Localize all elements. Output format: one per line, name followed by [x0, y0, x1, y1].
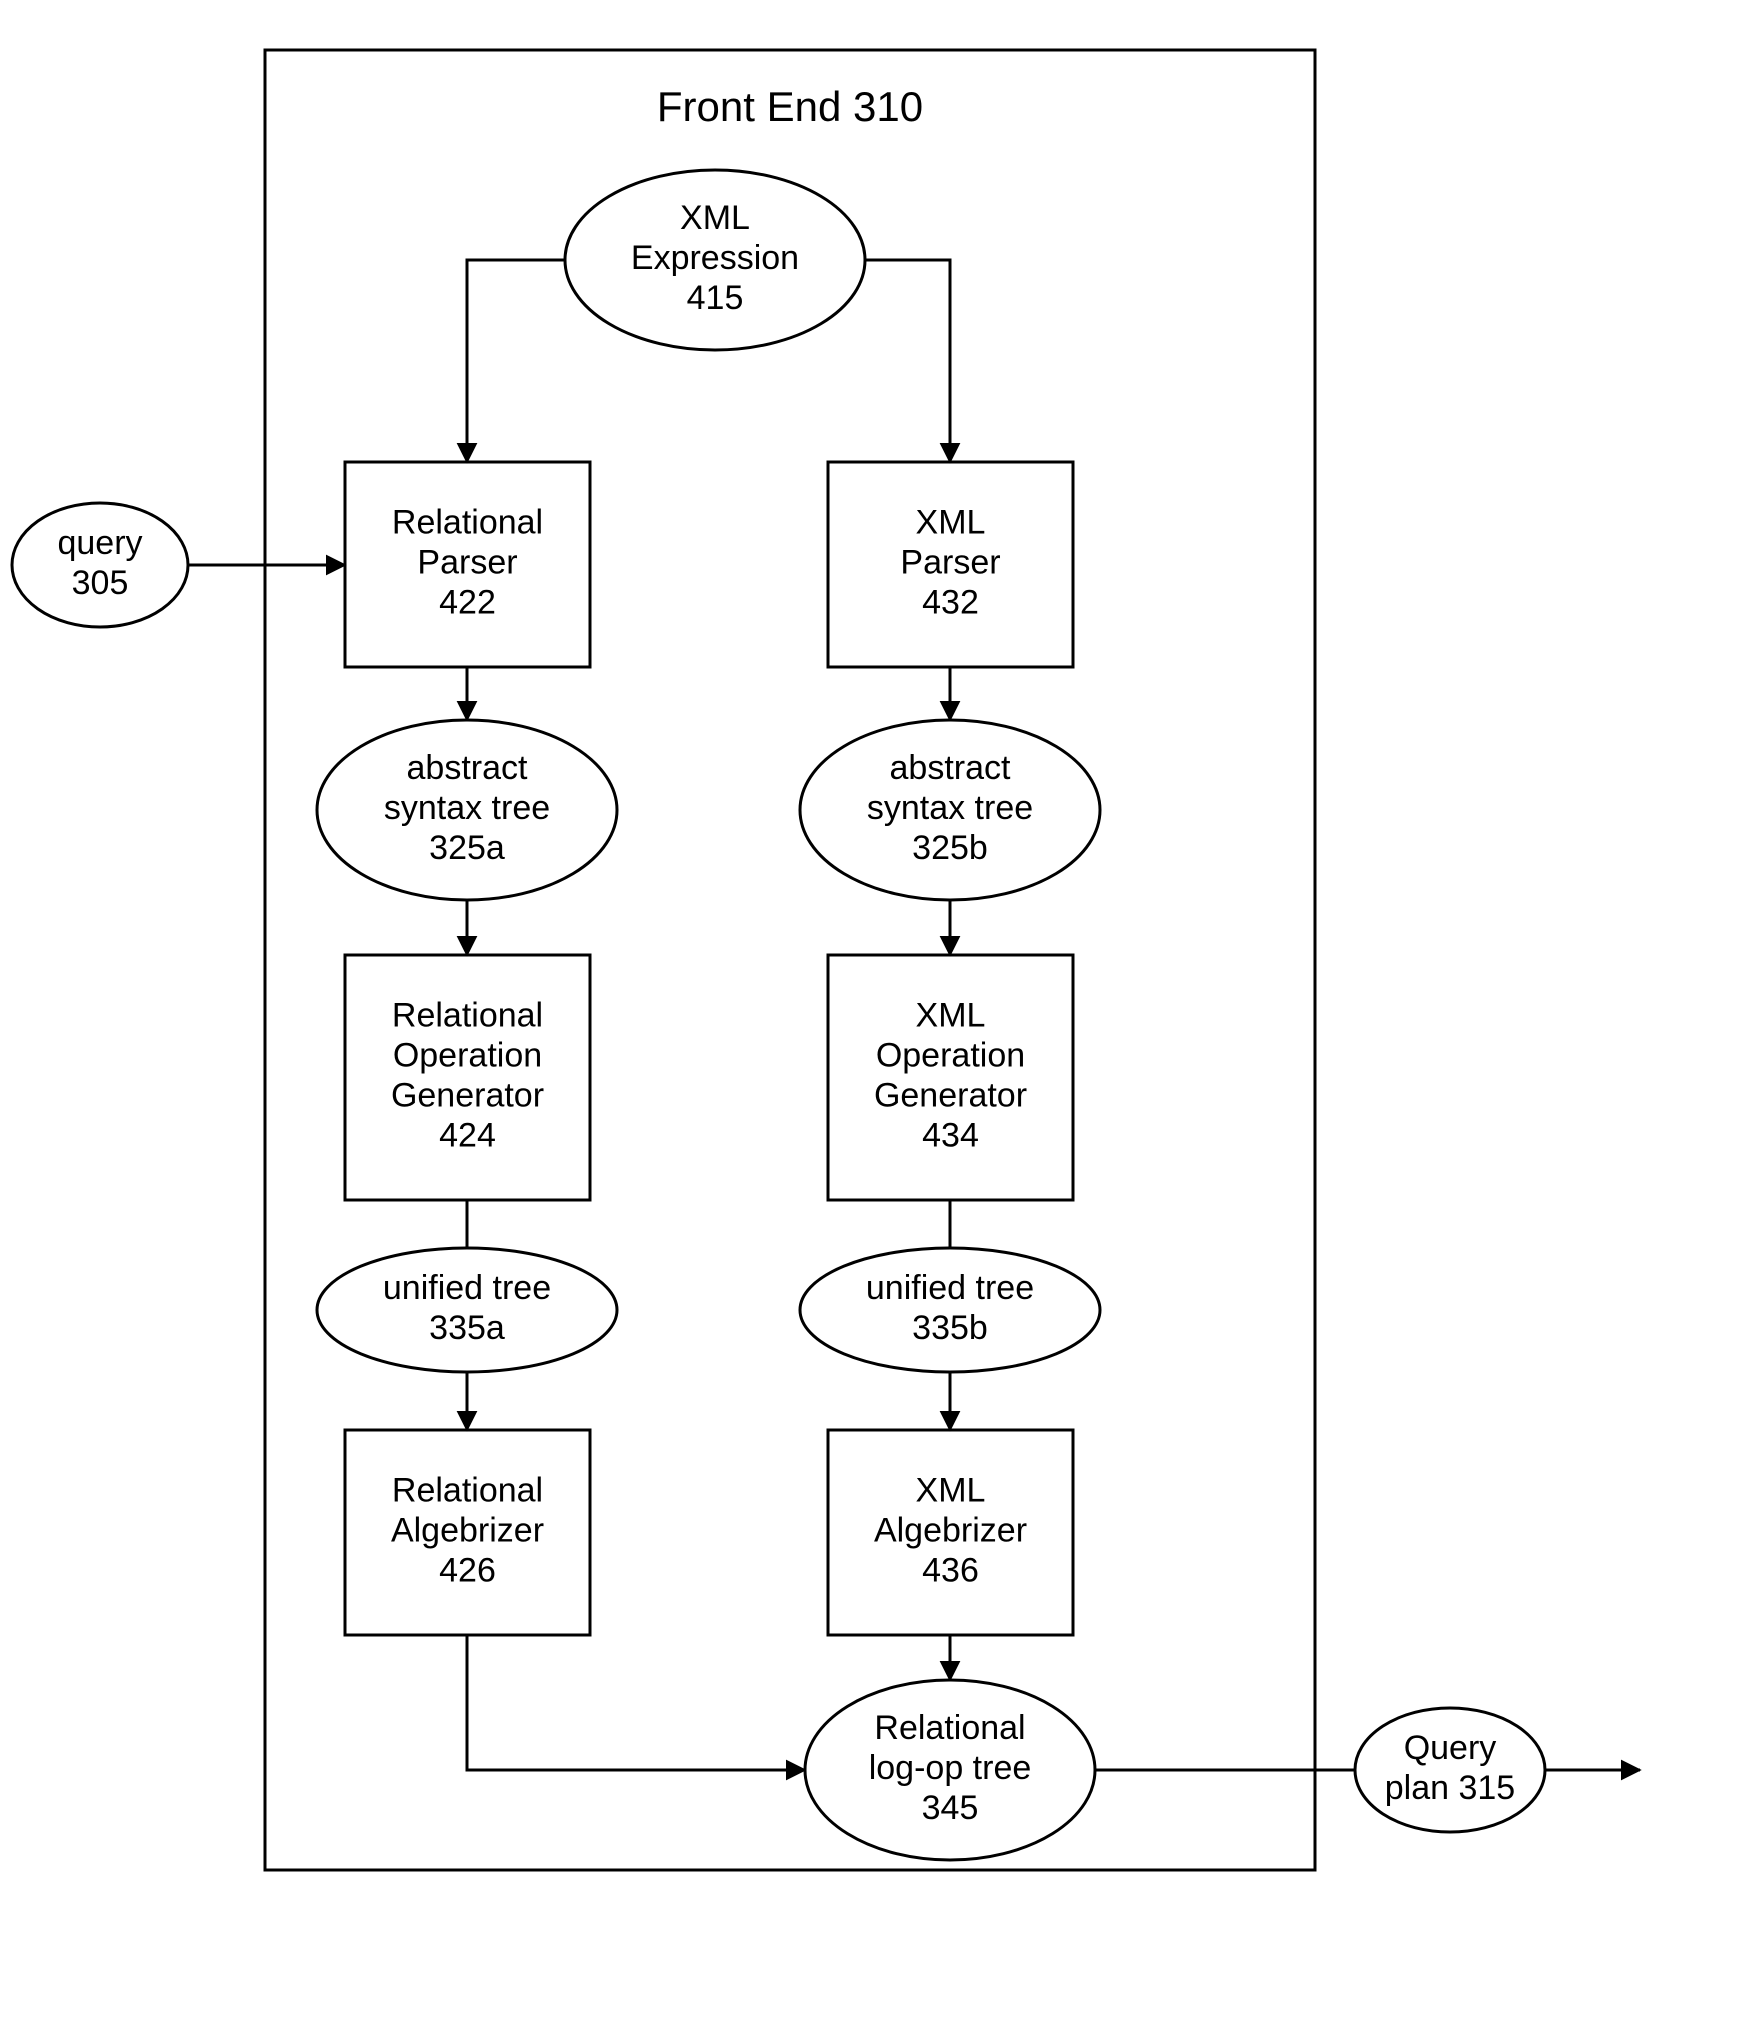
relational-logop-tree-ellipse: Relationallog-op tree345 [805, 1680, 1095, 1860]
xml-expression-ellipse-label-0: XML [680, 199, 750, 237]
relational-logop-tree-ellipse-label-1: log-op tree [869, 1749, 1032, 1787]
relational-op-gen-box: RelationalOperationGenerator424 [345, 955, 590, 1200]
relational-parser-box-label-2: 422 [439, 584, 496, 622]
xml-algebrizer-box: XMLAlgebrizer436 [828, 1430, 1073, 1635]
abstract-syntax-tree-b-ellipse-label-0: abstract [890, 749, 1011, 787]
relational-algebrizer-box: RelationalAlgebrizer426 [345, 1430, 590, 1635]
relational-algebrizer-box-label-2: 426 [439, 1552, 496, 1590]
query-plan-ellipse: Queryplan 315 [1355, 1708, 1545, 1832]
front-end-title: Front End 310 [657, 83, 923, 130]
relational-logop-tree-ellipse-label-2: 345 [922, 1789, 979, 1827]
unified-tree-b-ellipse-label-1: 335b [912, 1309, 988, 1347]
relational-op-gen-box-label-1: Operation [393, 1036, 542, 1074]
query-plan-ellipse-label-0: Query [1404, 1729, 1497, 1767]
relational-parser-box-label-1: Parser [417, 543, 517, 581]
relational-op-gen-box-label-3: 424 [439, 1117, 496, 1155]
xml-op-gen-box-label-3: 434 [922, 1117, 979, 1155]
relational-op-gen-box-label-2: Generator [391, 1077, 544, 1115]
abstract-syntax-tree-a-ellipse-label-1: syntax tree [384, 789, 550, 827]
xml-algebrizer-box-label-0: XML [916, 1471, 986, 1509]
relational-parser-box-label-0: Relational [392, 503, 543, 541]
abstract-syntax-tree-a-ellipse-label-0: abstract [407, 749, 528, 787]
unified-tree-b-ellipse: unified tree335b [800, 1248, 1100, 1372]
query-ellipse-label-0: query [57, 524, 142, 562]
unified-tree-b-ellipse-label-0: unified tree [866, 1269, 1034, 1307]
abstract-syntax-tree-a-ellipse-label-2: 325a [429, 829, 505, 867]
xml-parser-box-label-1: Parser [900, 543, 1000, 581]
relational-logop-tree-ellipse-label-0: Relational [874, 1709, 1025, 1747]
abstract-syntax-tree-b-ellipse-label-1: syntax tree [867, 789, 1033, 827]
diagram-canvas: Front End 310query305XMLExpression415Rel… [0, 0, 1753, 2039]
xml-op-gen-box-label-2: Generator [874, 1077, 1027, 1115]
xml-parser-box: XMLParser432 [828, 462, 1073, 667]
query-plan-ellipse-label-1: plan 315 [1385, 1769, 1515, 1807]
relational-algebrizer-box-label-1: Algebrizer [391, 1511, 544, 1549]
xml-parser-box-label-0: XML [916, 503, 986, 541]
relational-op-gen-box-label-0: Relational [392, 996, 543, 1034]
xml-op-gen-box: XMLOperationGenerator434 [828, 955, 1073, 1200]
xml-expression-ellipse: XMLExpression415 [565, 170, 865, 350]
query-ellipse: query305 [12, 503, 188, 627]
xml-expression-ellipse-label-2: 415 [687, 279, 744, 317]
unified-tree-a-ellipse: unified tree335a [317, 1248, 617, 1372]
xml-op-gen-box-label-1: Operation [876, 1036, 1025, 1074]
abstract-syntax-tree-b-ellipse: abstractsyntax tree325b [800, 720, 1100, 900]
xml-parser-box-label-2: 432 [922, 584, 979, 622]
abstract-syntax-tree-a-ellipse: abstractsyntax tree325a [317, 720, 617, 900]
query-ellipse-label-1: 305 [72, 564, 129, 602]
xml-algebrizer-box-label-1: Algebrizer [874, 1511, 1027, 1549]
unified-tree-a-ellipse-label-1: 335a [429, 1309, 505, 1347]
relational-parser-box: RelationalParser422 [345, 462, 590, 667]
abstract-syntax-tree-b-ellipse-label-2: 325b [912, 829, 988, 867]
xml-op-gen-box-label-0: XML [916, 996, 986, 1034]
xml-algebrizer-box-label-2: 436 [922, 1552, 979, 1590]
xml-expression-ellipse-label-1: Expression [631, 239, 799, 277]
unified-tree-a-ellipse-label-0: unified tree [383, 1269, 551, 1307]
relational-algebrizer-box-label-0: Relational [392, 1471, 543, 1509]
